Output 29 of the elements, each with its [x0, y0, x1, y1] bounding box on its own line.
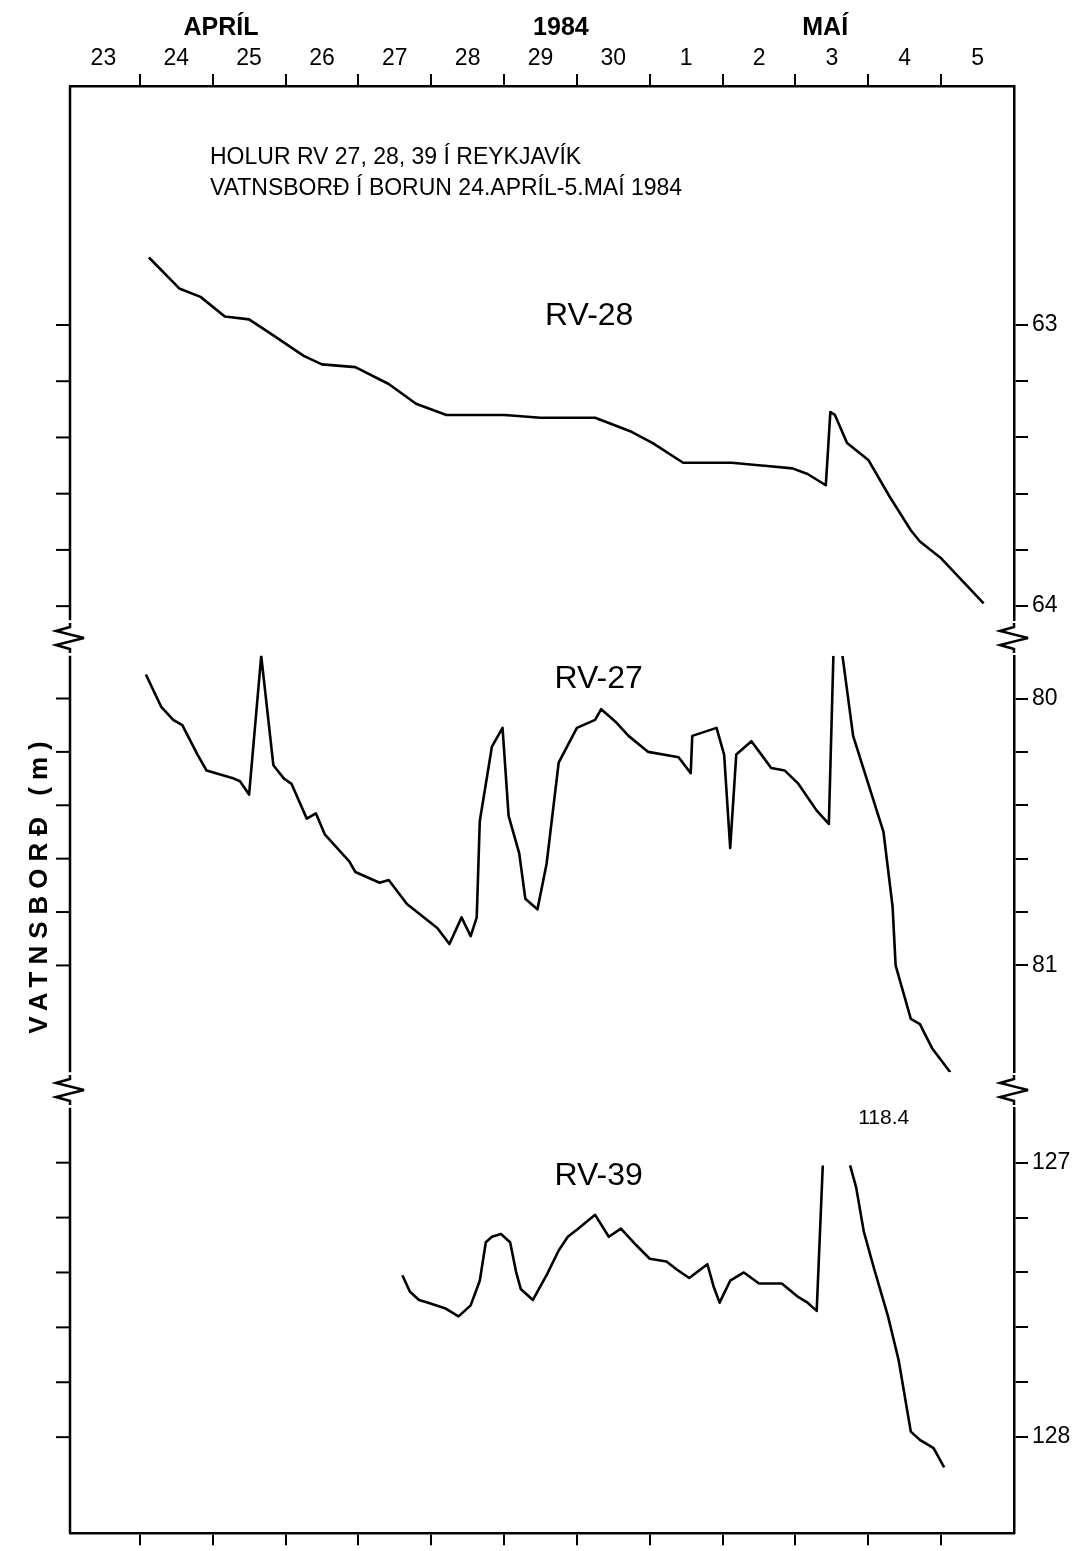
series-label: RV-27	[554, 658, 643, 695]
y-axis-title: VATNSBORÐ (m)	[23, 734, 54, 1034]
x-tick-label: 1	[679, 43, 693, 70]
x-tick-label: 3	[825, 43, 839, 70]
x-tick-label: 25	[236, 43, 262, 70]
y-tick-label: 80	[1032, 683, 1058, 710]
text: MAÍ	[802, 11, 850, 40]
y-tick-label: 64	[1032, 591, 1058, 618]
series-label: RV-39	[554, 1155, 643, 1192]
annotation: 118.4	[858, 1104, 910, 1128]
text: VATNSBORÐ Í BORUN 24.APRÍL-5.MAÍ 1984	[210, 174, 683, 201]
x-tick-label: 30	[600, 43, 627, 70]
y-tick-label: 81	[1032, 950, 1058, 977]
x-tick-label: 29	[527, 43, 554, 70]
x-tick-label: 5	[971, 43, 984, 70]
y-tick-label: 128	[1032, 1422, 1071, 1449]
x-tick-label: 24	[163, 43, 190, 70]
x-tick-label: 2	[752, 43, 766, 70]
x-tick-label: 23	[90, 43, 117, 70]
text: HOLUR RV 27, 28, 39 Í REYKJAVÍK	[210, 143, 582, 170]
text: 1984	[533, 11, 589, 40]
text: APRÍL	[183, 11, 259, 40]
x-tick-label: 26	[309, 43, 335, 70]
y-tick-label: 127	[1032, 1148, 1071, 1175]
y-tick-label: 63	[1032, 310, 1058, 337]
text: RV-28	[545, 295, 634, 332]
x-tick-label: 4	[898, 43, 912, 70]
x-tick-label: 28	[454, 43, 481, 70]
x-tick-label: 27	[381, 43, 408, 70]
